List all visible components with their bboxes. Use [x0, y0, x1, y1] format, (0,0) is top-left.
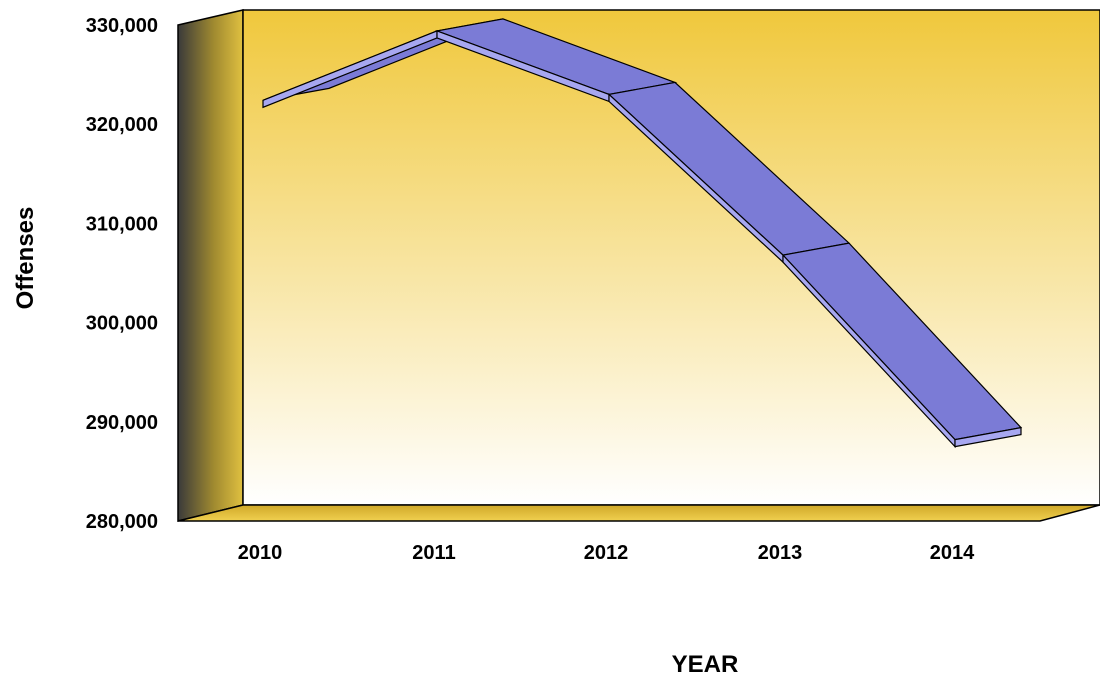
- data-point-2014: [954, 439, 956, 441]
- y-tick-label: 300,000: [86, 313, 158, 335]
- x-axis-ticks: 2010 2011 2012 2013 2014: [238, 542, 975, 564]
- y-tick-label: 280,000: [86, 511, 158, 533]
- data-point-2012: [608, 93, 610, 95]
- y-tick-label: 290,000: [86, 412, 158, 434]
- floor: [177, 504, 1100, 522]
- data-series-ribbon: [262, 18, 1023, 449]
- y-tick-label: 320,000: [86, 114, 158, 136]
- x-tick-label: 2011: [412, 542, 455, 564]
- y-axis-title: Offenses: [12, 207, 39, 310]
- ribbon-end-cap: [954, 426, 1022, 448]
- x-tick-label: 2014: [930, 542, 975, 564]
- side-wall: [177, 9, 244, 522]
- data-point-2010: [262, 99, 264, 101]
- x-axis-title: YEAR: [672, 651, 739, 678]
- x-tick-label: 2012: [584, 542, 629, 564]
- y-tick-label: 310,000: [86, 213, 158, 235]
- x-tick-label: 2013: [758, 542, 803, 564]
- data-point-2011: [436, 30, 438, 32]
- data-point-2013: [782, 254, 784, 256]
- y-axis-ticks: 280,000 290,000 300,000 310,000 320,000 330,0…: [86, 15, 158, 533]
- x-tick-label: 2010: [238, 542, 283, 564]
- y-tick-label: 330,000: [86, 15, 158, 37]
